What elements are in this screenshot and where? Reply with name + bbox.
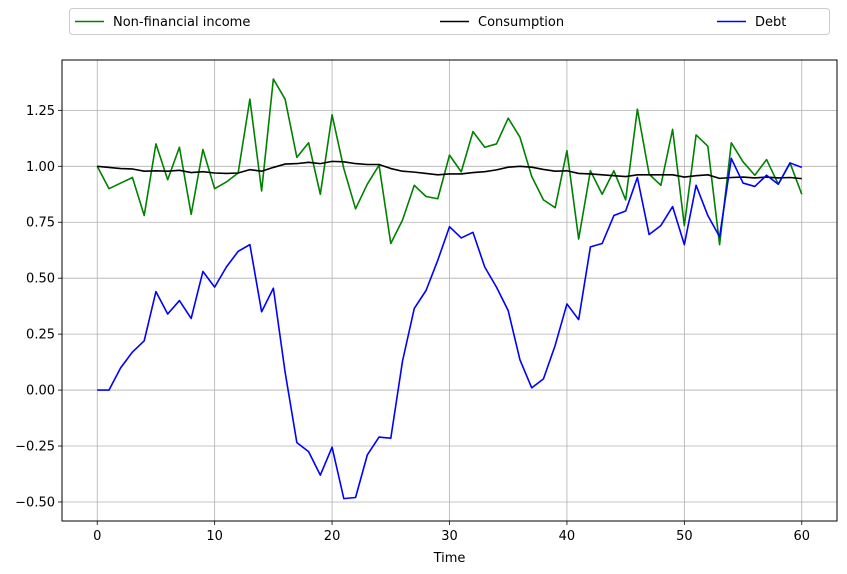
x-tick-label: 40 — [559, 529, 576, 544]
y-tick-label: 1.25 — [26, 104, 55, 119]
x-tick-label: 30 — [441, 529, 458, 544]
y-axis: −0.50 −0.25 0.00 0.25 0.50 0.75 1.00 1.25 — [15, 104, 62, 510]
legend: Non-financial income Consumption Debt — [69, 8, 830, 35]
x-tick-label: 60 — [793, 529, 810, 544]
y-tick-label: 0.50 — [26, 272, 55, 287]
x-tick-label: 20 — [324, 529, 341, 544]
series-line-debt — [97, 157, 803, 500]
legend-label-consumption: Consumption — [478, 15, 564, 30]
legend-label-debt: Debt — [755, 15, 786, 30]
series-line-non-financial-income — [96, 78, 803, 246]
x-axis-label: Time — [433, 551, 466, 566]
series-lines — [96, 78, 803, 500]
y-tick-label: 0.25 — [26, 328, 55, 343]
x-tick-label: 50 — [676, 529, 693, 544]
legend-label-non-financial-income: Non-financial income — [113, 15, 250, 30]
grid-lines — [62, 60, 837, 521]
y-tick-label: 1.00 — [26, 160, 55, 175]
y-tick-label: 0.75 — [26, 216, 55, 231]
y-tick-label: −0.50 — [15, 495, 55, 510]
y-tick-label: −0.25 — [15, 440, 55, 455]
series-line-consumption — [97, 160, 802, 180]
x-tick-label: 10 — [206, 529, 223, 544]
x-axis: 0 10 20 30 40 50 60 — [93, 521, 810, 544]
y-tick-label: 0.00 — [26, 384, 55, 399]
x-tick-label: 0 — [93, 529, 101, 544]
